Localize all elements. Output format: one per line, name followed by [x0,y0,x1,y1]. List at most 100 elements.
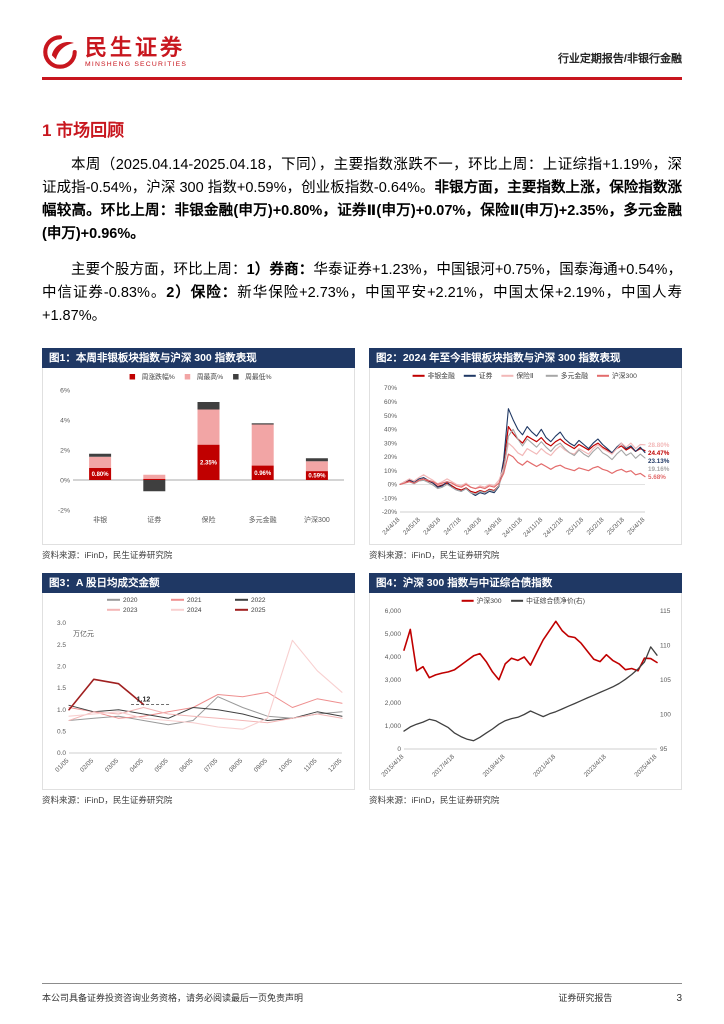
svg-text:周涨跌幅%: 周涨跌幅% [142,372,175,381]
svg-text:23.13%: 23.13% [648,457,670,464]
svg-text:2025: 2025 [251,607,266,614]
svg-text:2,000: 2,000 [385,700,402,707]
svg-text:保险: 保险 [202,515,216,524]
logo-text-en: MINSHENG SECURITIES [85,61,188,69]
svg-text:24/5/18: 24/5/18 [402,516,422,536]
paragraph-market-indices: 本周（2025.04.14-2025.04.18，下同），主要指数涨跌不一，环比… [42,154,682,246]
svg-text:-10%: -10% [382,495,397,502]
svg-text:25/3/18: 25/3/18 [606,516,626,536]
report-type-label: 行业定期报告/非银行金融 [557,53,682,65]
svg-text:证券: 证券 [147,515,161,524]
svg-text:10/05: 10/05 [278,757,295,774]
svg-text:1.5: 1.5 [57,685,66,692]
svg-text:0%: 0% [388,481,398,488]
svg-text:100: 100 [660,711,671,718]
text-span: 本周（2025.04.14-2025.04.18，下同），主要指数涨跌不一，环比… [42,156,682,196]
svg-text:3,000: 3,000 [385,677,402,684]
svg-text:115: 115 [660,608,671,615]
svg-text:沪深300: 沪深300 [477,596,502,605]
logo-mark-icon [43,35,77,69]
svg-text:非银: 非银 [93,515,107,524]
logo-text-cn: 民生证券 [85,34,186,60]
svg-text:24/6/18: 24/6/18 [422,516,442,536]
svg-text:2.5: 2.5 [57,641,66,648]
svg-text:04/05: 04/05 [129,757,146,774]
svg-text:24/10/18: 24/10/18 [501,516,524,539]
figure-4-line-chart: 6,000 5,000 4,000 3,000 2,000 1,000 0 115 110 105… [380,596,671,779]
figure-2-line-chart: 70%60%50%40%30%20%10%0%-10%-20%24/4/18 24… [381,371,670,539]
svg-text:周最低%: 周最低% [245,372,271,381]
paragraph-key-stocks: 主要个股方面，环比上周：1）券商：华泰证券+1.23%，中国银河+0.75%，国… [42,259,682,328]
svg-text:2023: 2023 [123,607,138,614]
figure-2-chart-area: 70% 60% 50% 40% 30% 20% 10% 0% -10% -20% 24/4/18 24… [369,367,682,545]
svg-text:6,000: 6,000 [385,608,402,615]
svg-text:0.80%: 0.80% [92,472,110,478]
svg-text:03/05: 03/05 [104,757,121,774]
svg-text:09/05: 09/05 [253,757,270,774]
figure-3-source: 资料来源：iFinD，民生证券研究院 [42,794,173,805]
svg-text:24/4/18: 24/4/18 [381,516,401,536]
svg-text:4%: 4% [60,417,70,424]
minsheng-logo: 民生证券 MINSHENG SECURITIES [42,34,187,70]
svg-text:01/05: 01/05 [54,757,71,774]
section-title: 1 市场回顾 [42,120,125,140]
logo-text: 民生证券 MINSHENG SECURITIES [85,36,187,68]
figure-3-line-chart: 3.0 2.5 2.0 1.5 1.0 0.5 0.001/05 02/05 03/05 04/0… [54,597,344,774]
footer-right-group: 证券研究报告 3 [558,991,682,1004]
footer-disclaimer: 本公司具备证券投资咨询业务资格，请务必阅读最后一页免责声明 [42,993,304,1003]
svg-text:-20%: -20% [382,509,397,516]
svg-text:50%: 50% [384,412,397,419]
svg-text:2025/4/18: 2025/4/18 [633,753,658,778]
svg-text:3.0: 3.0 [57,620,66,627]
svg-text:1.12: 1.12 [137,696,151,703]
text-span: 2）保险： [166,284,238,301]
footer-report-type: 证券研究报告 [558,993,613,1003]
figure-1-chart-area: 周涨跌幅% 周最高% 周最低% 6% 4% 2% 0% -2% 0.80% 非银 证券 2.35% 保险… [42,367,355,545]
figure-4-chart-area: 6,000 5,000 4,000 3,000 2,000 1,000 0 115 110 105… [369,592,682,790]
svg-text:24.47%: 24.47% [648,449,670,456]
svg-text:5.68%: 5.68% [648,473,666,480]
svg-text:多元金融: 多元金融 [561,371,588,380]
svg-text:24/7/18: 24/7/18 [443,516,463,536]
svg-text:5,000: 5,000 [385,631,402,638]
figure-2-source: 资料来源：iFinD，民生证券研究院 [369,549,500,560]
svg-text:70%: 70% [384,385,397,392]
svg-text:2.35%: 2.35% [200,460,218,466]
svg-text:19.16%: 19.16% [648,465,670,472]
figure-1-source: 资料来源：iFinD，民生证券研究院 [42,549,173,560]
svg-text:2020: 2020 [123,597,138,604]
svg-text:周最高%: 周最高% [197,372,223,381]
svg-text:07/05: 07/05 [203,757,220,774]
svg-text:08/05: 08/05 [228,757,245,774]
figure-1-title: 图1：本周非银板块指数与沪深 300 指数表现 [42,347,355,368]
svg-text:证券: 证券 [479,371,493,380]
svg-text:0.5: 0.5 [57,728,66,735]
svg-text:24/8/18: 24/8/18 [463,516,483,536]
svg-text:2017/4/18: 2017/4/18 [431,753,456,778]
svg-text:60%: 60% [384,398,397,405]
svg-text:95: 95 [660,746,668,753]
figures-grid: 图1：本周非银板块指数与沪深 300 指数表现 周涨跌幅% 周最高% 周最低% 6% 4… [42,347,682,806]
svg-text:2023/4/18: 2023/4/18 [583,753,608,778]
text-span: 华泰证券+1.23%，中国银河+0.75%，国泰海通+0.54%，中信证券-0.… [42,261,683,301]
svg-text:0: 0 [397,746,401,753]
svg-text:20%: 20% [384,454,397,461]
svg-text:保险Ⅱ: 保险Ⅱ [516,371,533,380]
svg-text:1,000: 1,000 [385,723,402,730]
footer-divider [42,983,682,984]
figure-4-source: 资料来源：iFinD，民生证券研究院 [369,794,500,805]
svg-text:30%: 30% [384,440,397,447]
page-header: 民生证券 MINSHENG SECURITIES 行业定期报告/非银行金融 [42,24,682,70]
text-span: 主要个股方面，环比上周： [71,261,247,278]
page-footer: 本公司具备证券投资咨询业务资格，请务必阅读最后一页免责声明 证券研究报告 3 [42,983,682,1004]
figure-3-chart-area: 3.0 2.5 2.0 1.5 1.0 0.5 0.0 01/05 02/05 03/05 04/0… [42,592,355,790]
svg-text:2024: 2024 [187,607,202,614]
svg-text:2022: 2022 [251,597,266,604]
svg-text:110: 110 [660,642,671,649]
svg-text:2021/4/18: 2021/4/18 [532,753,557,778]
svg-text:02/05: 02/05 [79,757,96,774]
figure-3: 图3：A 股日均成交金额 3.0 2.5 2.0 1.5 1.0 0.5 0.0 01/05 0… [42,572,355,806]
svg-text:24/12/18: 24/12/18 [542,516,565,539]
svg-text:-2%: -2% [58,507,70,514]
svg-text:24/11/18: 24/11/18 [522,516,545,539]
